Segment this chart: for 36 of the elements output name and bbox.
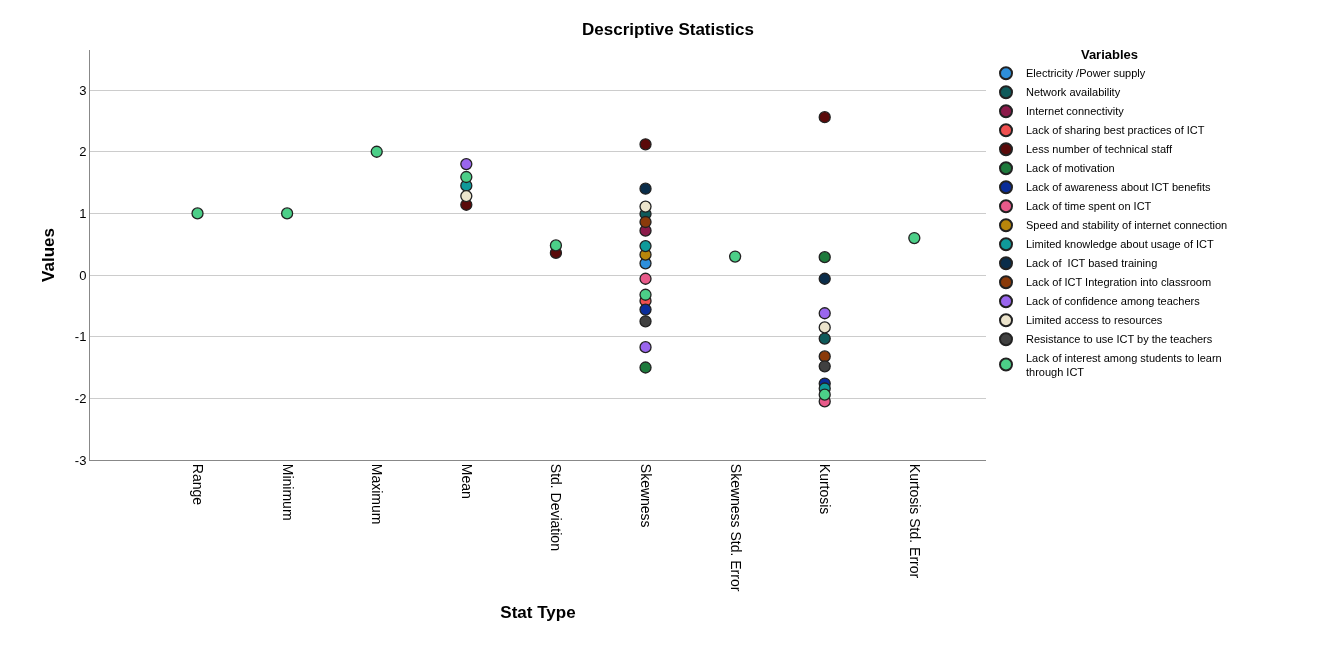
x-tick-label: Kurtosis	[817, 463, 834, 515]
y-tick-label: -1	[74, 329, 87, 345]
x-tick-label: Kurtosis Std. Error	[906, 463, 923, 579]
x-tick-label: Maximum	[369, 463, 386, 525]
legend-label: Less number of technical staff	[1026, 143, 1173, 156]
y-axis-title: Values	[39, 228, 59, 282]
x-tick-label: Mean	[458, 463, 475, 499]
y-tick-label: -3	[74, 452, 87, 468]
legend-label: Lack of confidence among teachers	[1026, 295, 1201, 308]
x-tick-label: Range	[189, 463, 206, 506]
legend-label: Limited knowledge about usage of ICT	[1026, 238, 1215, 251]
x-tick-label: Std. Deviation	[548, 463, 565, 551]
legend-label: Lack of ICT based training	[1026, 257, 1158, 270]
y-tick-label: 0	[79, 267, 87, 283]
legend-label: Lack of motivation	[1026, 162, 1115, 175]
chart-title: Descriptive Statistics	[582, 19, 754, 39]
legend-label: Limited access to resources	[1026, 314, 1163, 327]
x-tick-label: Skewness	[637, 463, 654, 528]
legend-title: Variables	[1080, 46, 1139, 62]
y-tick-label: 1	[79, 205, 87, 221]
legend-label: Lack of time spent on ICT	[1026, 200, 1152, 213]
legend-label: Lack of awareness about ICT benefits	[1026, 181, 1211, 194]
legend-label: Electricity /Power supply	[1026, 67, 1146, 80]
y-tick-label: 2	[79, 144, 87, 160]
legend-label: Lack of interest among students to learn through ICT	[1026, 351, 1222, 378]
x-axis-title: Stat Type	[500, 603, 576, 623]
x-tick-label: Minimum	[279, 463, 296, 521]
legend-label: Internet connectivity	[1026, 105, 1125, 118]
legend-label: Lack of sharing best practices of ICT	[1026, 124, 1205, 137]
legend-label: Speed and stability of internet connection	[1026, 219, 1228, 232]
legend-label: Lack of ICT Integration into classroom	[1026, 276, 1212, 289]
legend-label: Resistance to use ICT by the teachers	[1026, 333, 1213, 346]
y-tick-label: -2	[74, 390, 87, 406]
y-tick-label: 3	[79, 82, 87, 98]
x-tick-label: Skewness Std. Error	[727, 463, 744, 592]
legend-label: Network availability	[1026, 86, 1121, 99]
